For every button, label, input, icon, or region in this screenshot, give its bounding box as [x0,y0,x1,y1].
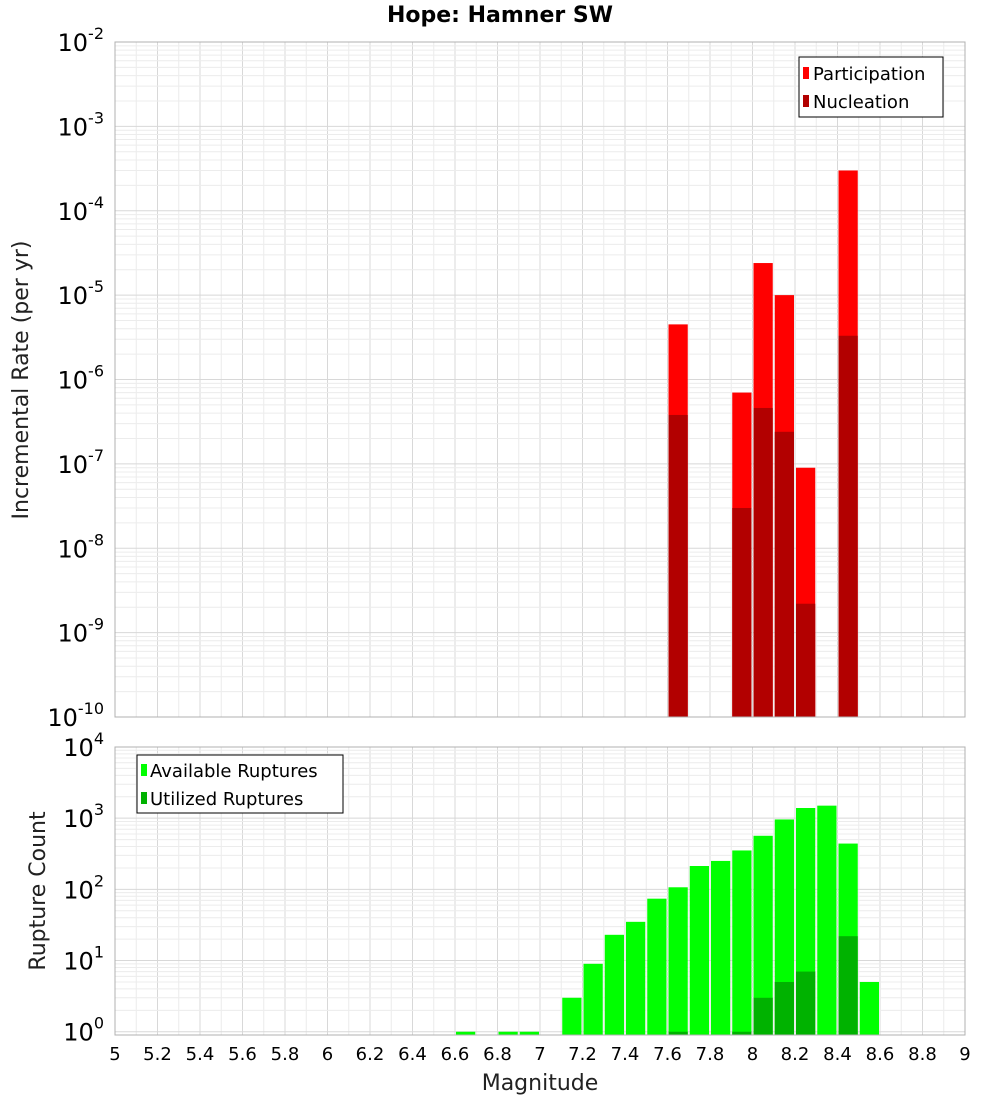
x-tick-label: 7.6 [653,1044,682,1065]
y-tick-label: 102 [63,871,104,904]
x-tick-label: 8.2 [781,1044,810,1065]
rate-bars [668,170,858,717]
y-tick-label: 10-10 [47,699,104,732]
x-tick-label: 8.6 [866,1044,895,1065]
nucleation-bar [668,414,688,717]
x-tick-label: 8.8 [908,1044,937,1065]
y-tick-label: 10-4 [58,193,105,226]
nucleation-bar [774,431,794,717]
x-tick-label: 9 [959,1044,970,1065]
available-ruptures-bar [647,898,667,1035]
available-legend-label: Available Ruptures [150,761,318,782]
count-plot-border [114,746,966,1036]
utilized-ruptures-bar [838,936,858,1035]
nucleation-bar [753,407,773,717]
y-tick-label: 100 [63,1014,104,1047]
available-ruptures-bar [562,997,582,1035]
available-legend-swatch [141,764,147,776]
x-tick-label: 7 [534,1044,545,1065]
y-tick-label: 101 [63,943,104,976]
available-ruptures-bar [456,1031,476,1035]
utilized-ruptures-bar [753,997,773,1035]
count-legend: Available Ruptures Utilized Ruptures [136,754,344,814]
x-tick-label: 5.4 [186,1044,215,1065]
nucleation-legend-swatch [803,95,809,107]
utilized-ruptures-bar [774,981,794,1035]
utilized-ruptures-bar [732,1031,752,1035]
count-legend-box [136,754,344,814]
y-tick-label: 10-3 [58,108,105,141]
utilized-ruptures-bar [796,971,816,1035]
rate-y-ticks: 10-10 10-9 10-8 10-7 10-6 10-5 10-4 10-3 10-2 [47,24,104,732]
x-tick-label: 6.4 [398,1044,427,1065]
y-tick-label: 10-8 [58,530,105,563]
rate-legend: Participation Nucleation [798,56,944,118]
x-tick-label: 5.2 [143,1044,172,1065]
x-tick-label: 7.4 [611,1044,640,1065]
nucleation-bar [838,335,858,717]
rate-y-axis-label: Incremental Rate (per yr) [9,241,34,520]
available-ruptures-bar [498,1031,518,1035]
available-ruptures-bar [753,835,773,1035]
available-ruptures-bar [626,921,646,1035]
y-tick-label: 10-6 [58,362,105,395]
available-ruptures-bar [604,934,624,1035]
rate-legend-box [798,56,944,118]
rate-grid [114,41,966,718]
y-tick-label: 10-9 [58,615,105,648]
nucleation-legend-label: Nucleation [813,92,909,113]
nucleation-bar [796,603,816,717]
chart-title: Hope: Hamner SW [387,3,613,28]
x-tick-label: 6.6 [441,1044,470,1065]
available-ruptures-bar [732,850,752,1035]
available-ruptures-bar [711,860,731,1035]
count-y-axis-label: Rupture Count [26,811,51,971]
nucleation-bar [732,507,752,717]
participation-legend-label: Participation [813,64,925,85]
x-tick-label: 8.4 [823,1044,852,1065]
y-tick-label: 104 [63,729,104,762]
y-tick-label: 10-5 [58,277,105,310]
y-tick-label: 10-2 [58,24,105,57]
utilized-legend-swatch [141,792,147,804]
available-ruptures-bar [668,887,688,1035]
available-ruptures-bar [583,963,603,1035]
x-tick-label: 6 [322,1044,333,1065]
available-ruptures-bar [774,819,794,1035]
utilized-legend-label: Utilized Ruptures [150,789,303,810]
x-tick-label: 8 [747,1044,758,1065]
x-tick-label: 6.8 [483,1044,512,1065]
count-bars [456,805,879,1035]
available-ruptures-bar [817,805,837,1035]
rate-plot-border [114,41,966,718]
x-axis-label: Magnitude [482,1071,599,1096]
y-tick-label: 103 [63,800,104,833]
y-tick-label: 10-7 [58,446,105,479]
available-ruptures-bar [519,1031,539,1035]
available-ruptures-bar [859,981,879,1035]
x-tick-label: 7.2 [568,1044,597,1065]
count-y-ticks: 100 101 102 103 104 [63,729,104,1047]
x-tick-label: 6.2 [356,1044,385,1065]
utilized-ruptures-bar [668,1031,688,1035]
x-tick-label: 7.8 [696,1044,725,1065]
x-tick-label: 5.6 [228,1044,257,1065]
x-tick-label: 5.8 [271,1044,300,1065]
magnitude-x-ticks: 5 5.2 5.4 5.6 5.8 6 6.2 6.4 6.6 6.8 7 7.2 7.4 7.6 7.8 8… [109,1044,970,1065]
x-tick-label: 5 [109,1044,120,1065]
participation-legend-swatch [803,67,809,79]
available-ruptures-bar [689,865,709,1035]
